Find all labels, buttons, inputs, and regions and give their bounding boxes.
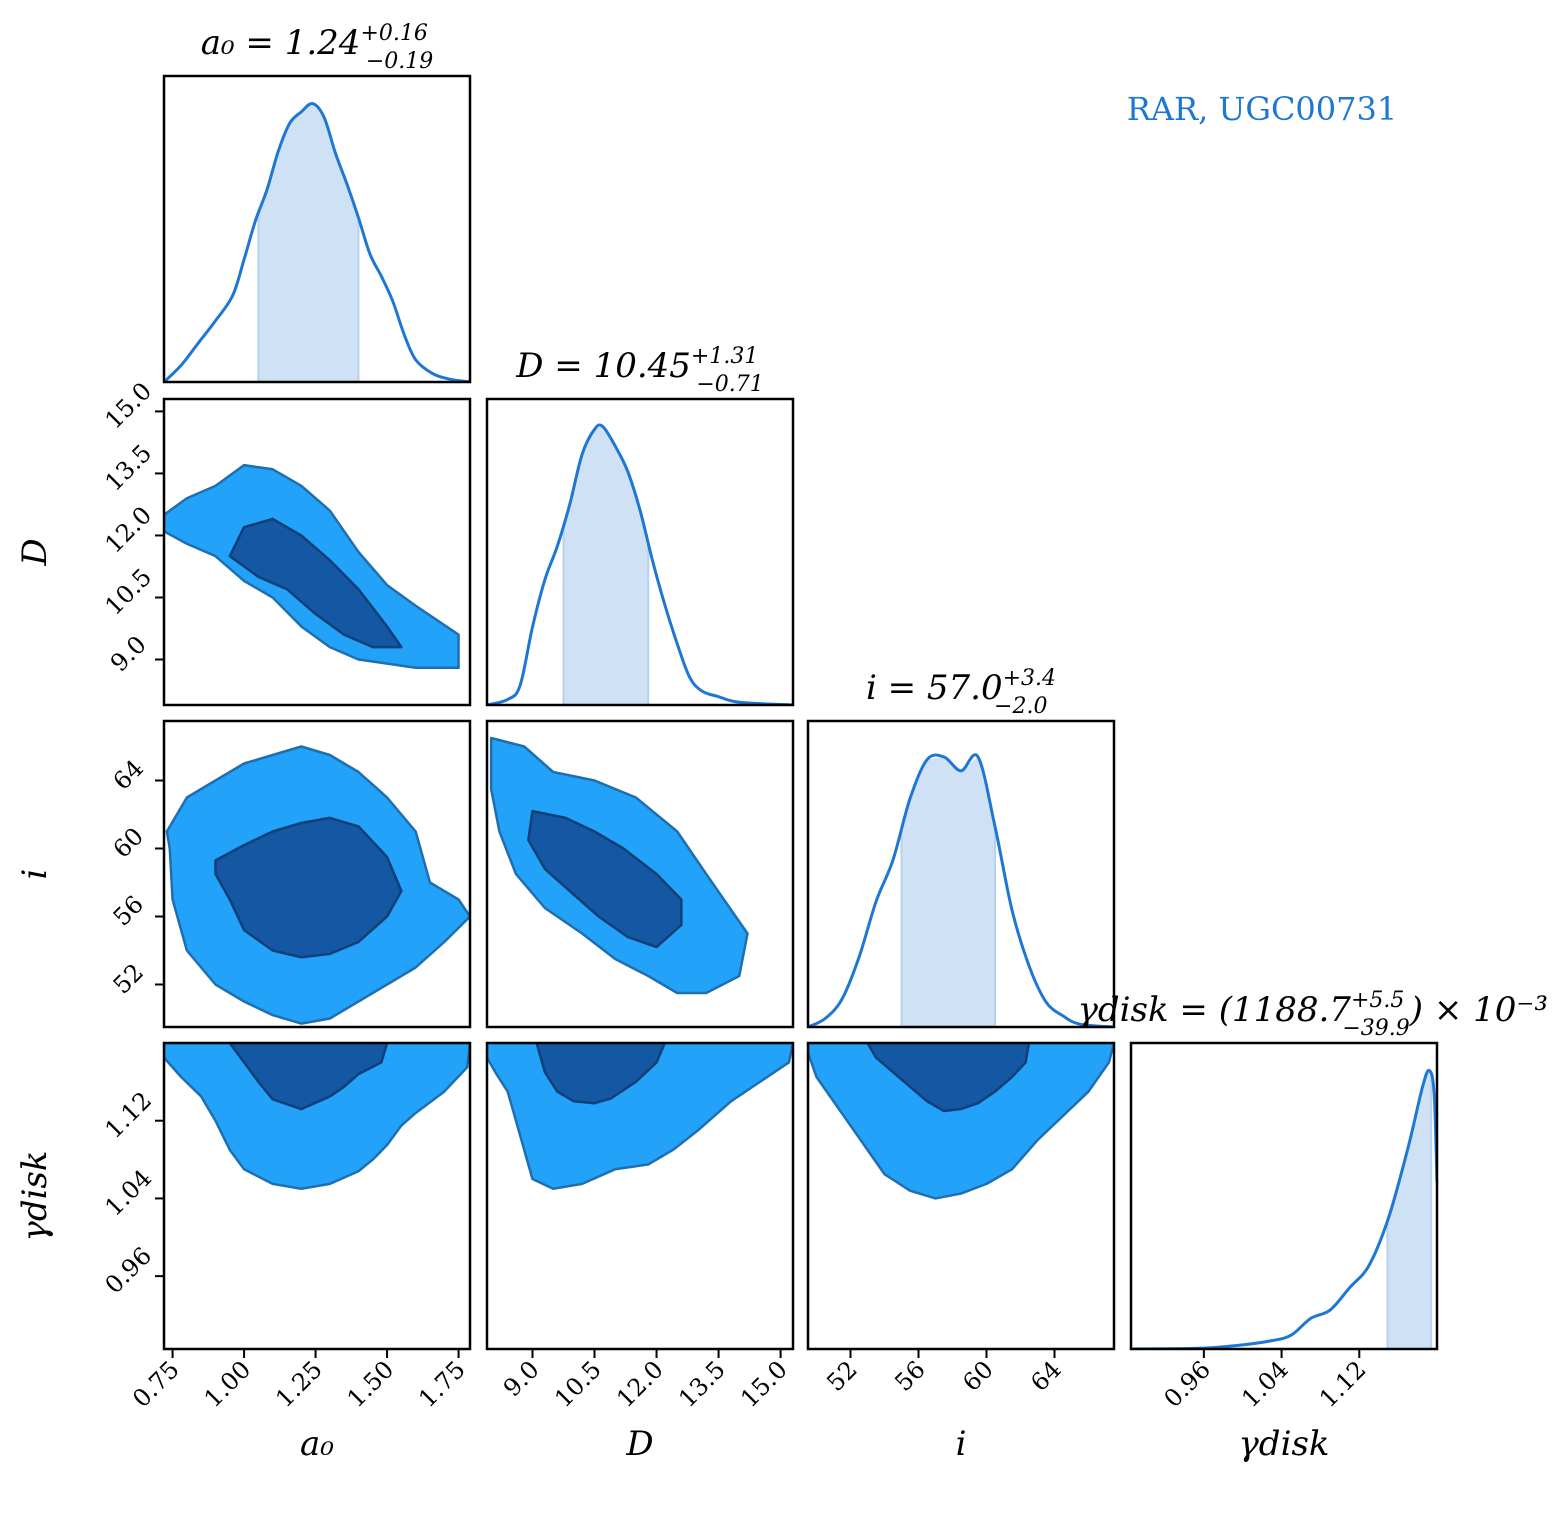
title-upper-err-gamma-disk: +5.5 bbox=[1351, 988, 1404, 1013]
xtick-label-i-3: 64 bbox=[1025, 1355, 1066, 1396]
panel-frame-3-1 bbox=[485, 1041, 795, 1351]
xtick-label-d-1: 10.5 bbox=[549, 1355, 607, 1413]
panel-frame-2-2 bbox=[806, 719, 1116, 1029]
credible-band-i bbox=[901, 756, 995, 1027]
contour-a0-vs-d bbox=[164, 463, 460, 670]
title-upper-err-i: +3.4 bbox=[1003, 666, 1056, 691]
legend-annotation: RAR, UGC00731 bbox=[1127, 90, 1397, 128]
ytick-label-d-0: 9.0 bbox=[105, 630, 152, 677]
contour-d-vs-i bbox=[489, 736, 749, 995]
ytick-label-i-0: 52 bbox=[108, 958, 149, 999]
title-main-a0: a₀ = 1.24 bbox=[201, 23, 361, 63]
contour-outer bbox=[164, 1043, 470, 1190]
title-lower-err-gamma-disk: −39.9 bbox=[1342, 1016, 1409, 1041]
xtick-label-a0-2: 1.25 bbox=[270, 1355, 328, 1413]
panel-frame-2-0 bbox=[162, 719, 472, 1029]
contour-inner bbox=[228, 517, 403, 649]
ylabel-i: i bbox=[15, 869, 55, 880]
ytick-label-gamma-disk-0: 0.96 bbox=[100, 1242, 158, 1300]
title-main-gamma-disk: γdisk = (1188.7 bbox=[1078, 990, 1352, 1030]
xtick-label-a0-1: 1.00 bbox=[199, 1355, 257, 1413]
ytick-label-i-2: 60 bbox=[108, 822, 149, 863]
credible-band-gamma-disk bbox=[1387, 1070, 1432, 1349]
contour-inner bbox=[535, 1043, 667, 1105]
title-lower-err-d: −0.71 bbox=[696, 372, 763, 397]
contour-a0-vs-gamma-disk bbox=[164, 1043, 470, 1190]
title-i: i = 57.0+3.4 −2.0 bbox=[866, 666, 1056, 719]
panel-frame-3-3 bbox=[1129, 1041, 1439, 1351]
xtick-label-gamma-disk-0: 0.96 bbox=[1159, 1355, 1217, 1413]
contour-inner bbox=[228, 1043, 389, 1111]
contour-inner bbox=[214, 816, 403, 959]
panel-frame-1-1 bbox=[485, 397, 795, 707]
panel-frame-0-0 bbox=[162, 74, 472, 384]
xtick-label-a0-3: 1.50 bbox=[342, 1355, 400, 1413]
density-curve-i bbox=[808, 753, 1114, 1027]
contour-inner bbox=[527, 809, 683, 949]
ytick-label-gamma-disk-2: 1.12 bbox=[100, 1086, 158, 1144]
density-curve-a0 bbox=[164, 101, 470, 382]
marginal-gamma-disk bbox=[1131, 1068, 1437, 1349]
title-lower-err-i: −2.0 bbox=[994, 694, 1047, 719]
title-main-d: D = 10.45 bbox=[515, 346, 691, 386]
title-main-i: i = 57.0 bbox=[866, 668, 1003, 708]
ytick-label-d-4: 15.0 bbox=[100, 377, 158, 435]
panel-frame-1-0 bbox=[162, 397, 472, 707]
xlabel-d: D bbox=[625, 1424, 653, 1464]
plot-text: a₀ = 1.24+0.16 −0.19 D = 10.45+1.31 −0.71 i … bbox=[15, 21, 1548, 1464]
marginal-a0 bbox=[164, 101, 470, 382]
contour-inner bbox=[866, 1043, 1031, 1113]
panel-frame-3-2 bbox=[806, 1041, 1116, 1351]
marginal-d bbox=[487, 423, 793, 705]
title-upper-err-a0: +0.16 bbox=[360, 21, 427, 46]
ytick-label-i-1: 56 bbox=[108, 890, 149, 931]
credible-band-a0 bbox=[258, 103, 359, 382]
xtick-label-i-0: 52 bbox=[821, 1355, 862, 1396]
density-curve-gamma-disk bbox=[1131, 1068, 1437, 1349]
ytick-label-gamma-disk-1: 1.04 bbox=[100, 1164, 158, 1222]
plot-fills bbox=[164, 101, 1437, 1349]
ylabel-gamma-disk: γdisk bbox=[15, 1150, 55, 1241]
title-gamma-disk: γdisk = (1188.7+5.5 −39.9) × 10⁻³ bbox=[1078, 988, 1548, 1041]
ytick-label-d-3: 13.5 bbox=[100, 439, 158, 497]
contour-a0-vs-i bbox=[165, 745, 470, 1025]
density-curve-d bbox=[487, 423, 793, 705]
tick-marks bbox=[155, 410, 1361, 1358]
xtick-label-d-2: 12.0 bbox=[611, 1355, 669, 1413]
title-suffix-gamma-disk: ) × 10⁻³ bbox=[1409, 990, 1548, 1030]
xtick-label-i-1: 56 bbox=[889, 1355, 930, 1396]
title-upper-err-d: +1.31 bbox=[691, 344, 758, 369]
panel-frames bbox=[162, 74, 1439, 1351]
xtick-label-d-0: 9.0 bbox=[498, 1355, 545, 1402]
contour-outer bbox=[808, 1043, 1114, 1200]
panel-frame-2-1 bbox=[485, 719, 795, 1029]
xlabel-i: i bbox=[956, 1424, 967, 1464]
xlabel-a0: a₀ bbox=[300, 1424, 334, 1464]
xtick-label-gamma-disk-1: 1.04 bbox=[1236, 1355, 1294, 1413]
xtick-label-d-4: 15.0 bbox=[735, 1355, 793, 1413]
xtick-label-gamma-disk-2: 1.12 bbox=[1314, 1355, 1372, 1413]
credible-band-d bbox=[563, 426, 649, 705]
title-lower-err-a0: −0.19 bbox=[366, 49, 433, 74]
title-d: D = 10.45+1.31 −0.71 bbox=[515, 344, 764, 397]
ytick-label-d-2: 12.0 bbox=[100, 501, 158, 559]
ylabel-d: D bbox=[15, 538, 55, 566]
marginal-i bbox=[808, 753, 1114, 1027]
xtick-label-a0-0: 0.75 bbox=[127, 1355, 185, 1413]
ytick-label-d-1: 10.5 bbox=[100, 563, 158, 621]
xtick-label-d-3: 13.5 bbox=[673, 1355, 731, 1413]
title-a0: a₀ = 1.24+0.16 −0.19 bbox=[201, 21, 434, 74]
xtick-label-i-2: 60 bbox=[957, 1355, 998, 1396]
contour-i-vs-gamma-disk bbox=[808, 1043, 1114, 1200]
panel-frame-3-0 bbox=[162, 1041, 472, 1351]
xlabel-gamma-disk: γdisk bbox=[1238, 1424, 1329, 1464]
ytick-label-i-3: 64 bbox=[108, 754, 149, 795]
xtick-label-a0-4: 1.75 bbox=[413, 1355, 471, 1413]
contour-d-vs-gamma-disk bbox=[487, 1043, 793, 1190]
